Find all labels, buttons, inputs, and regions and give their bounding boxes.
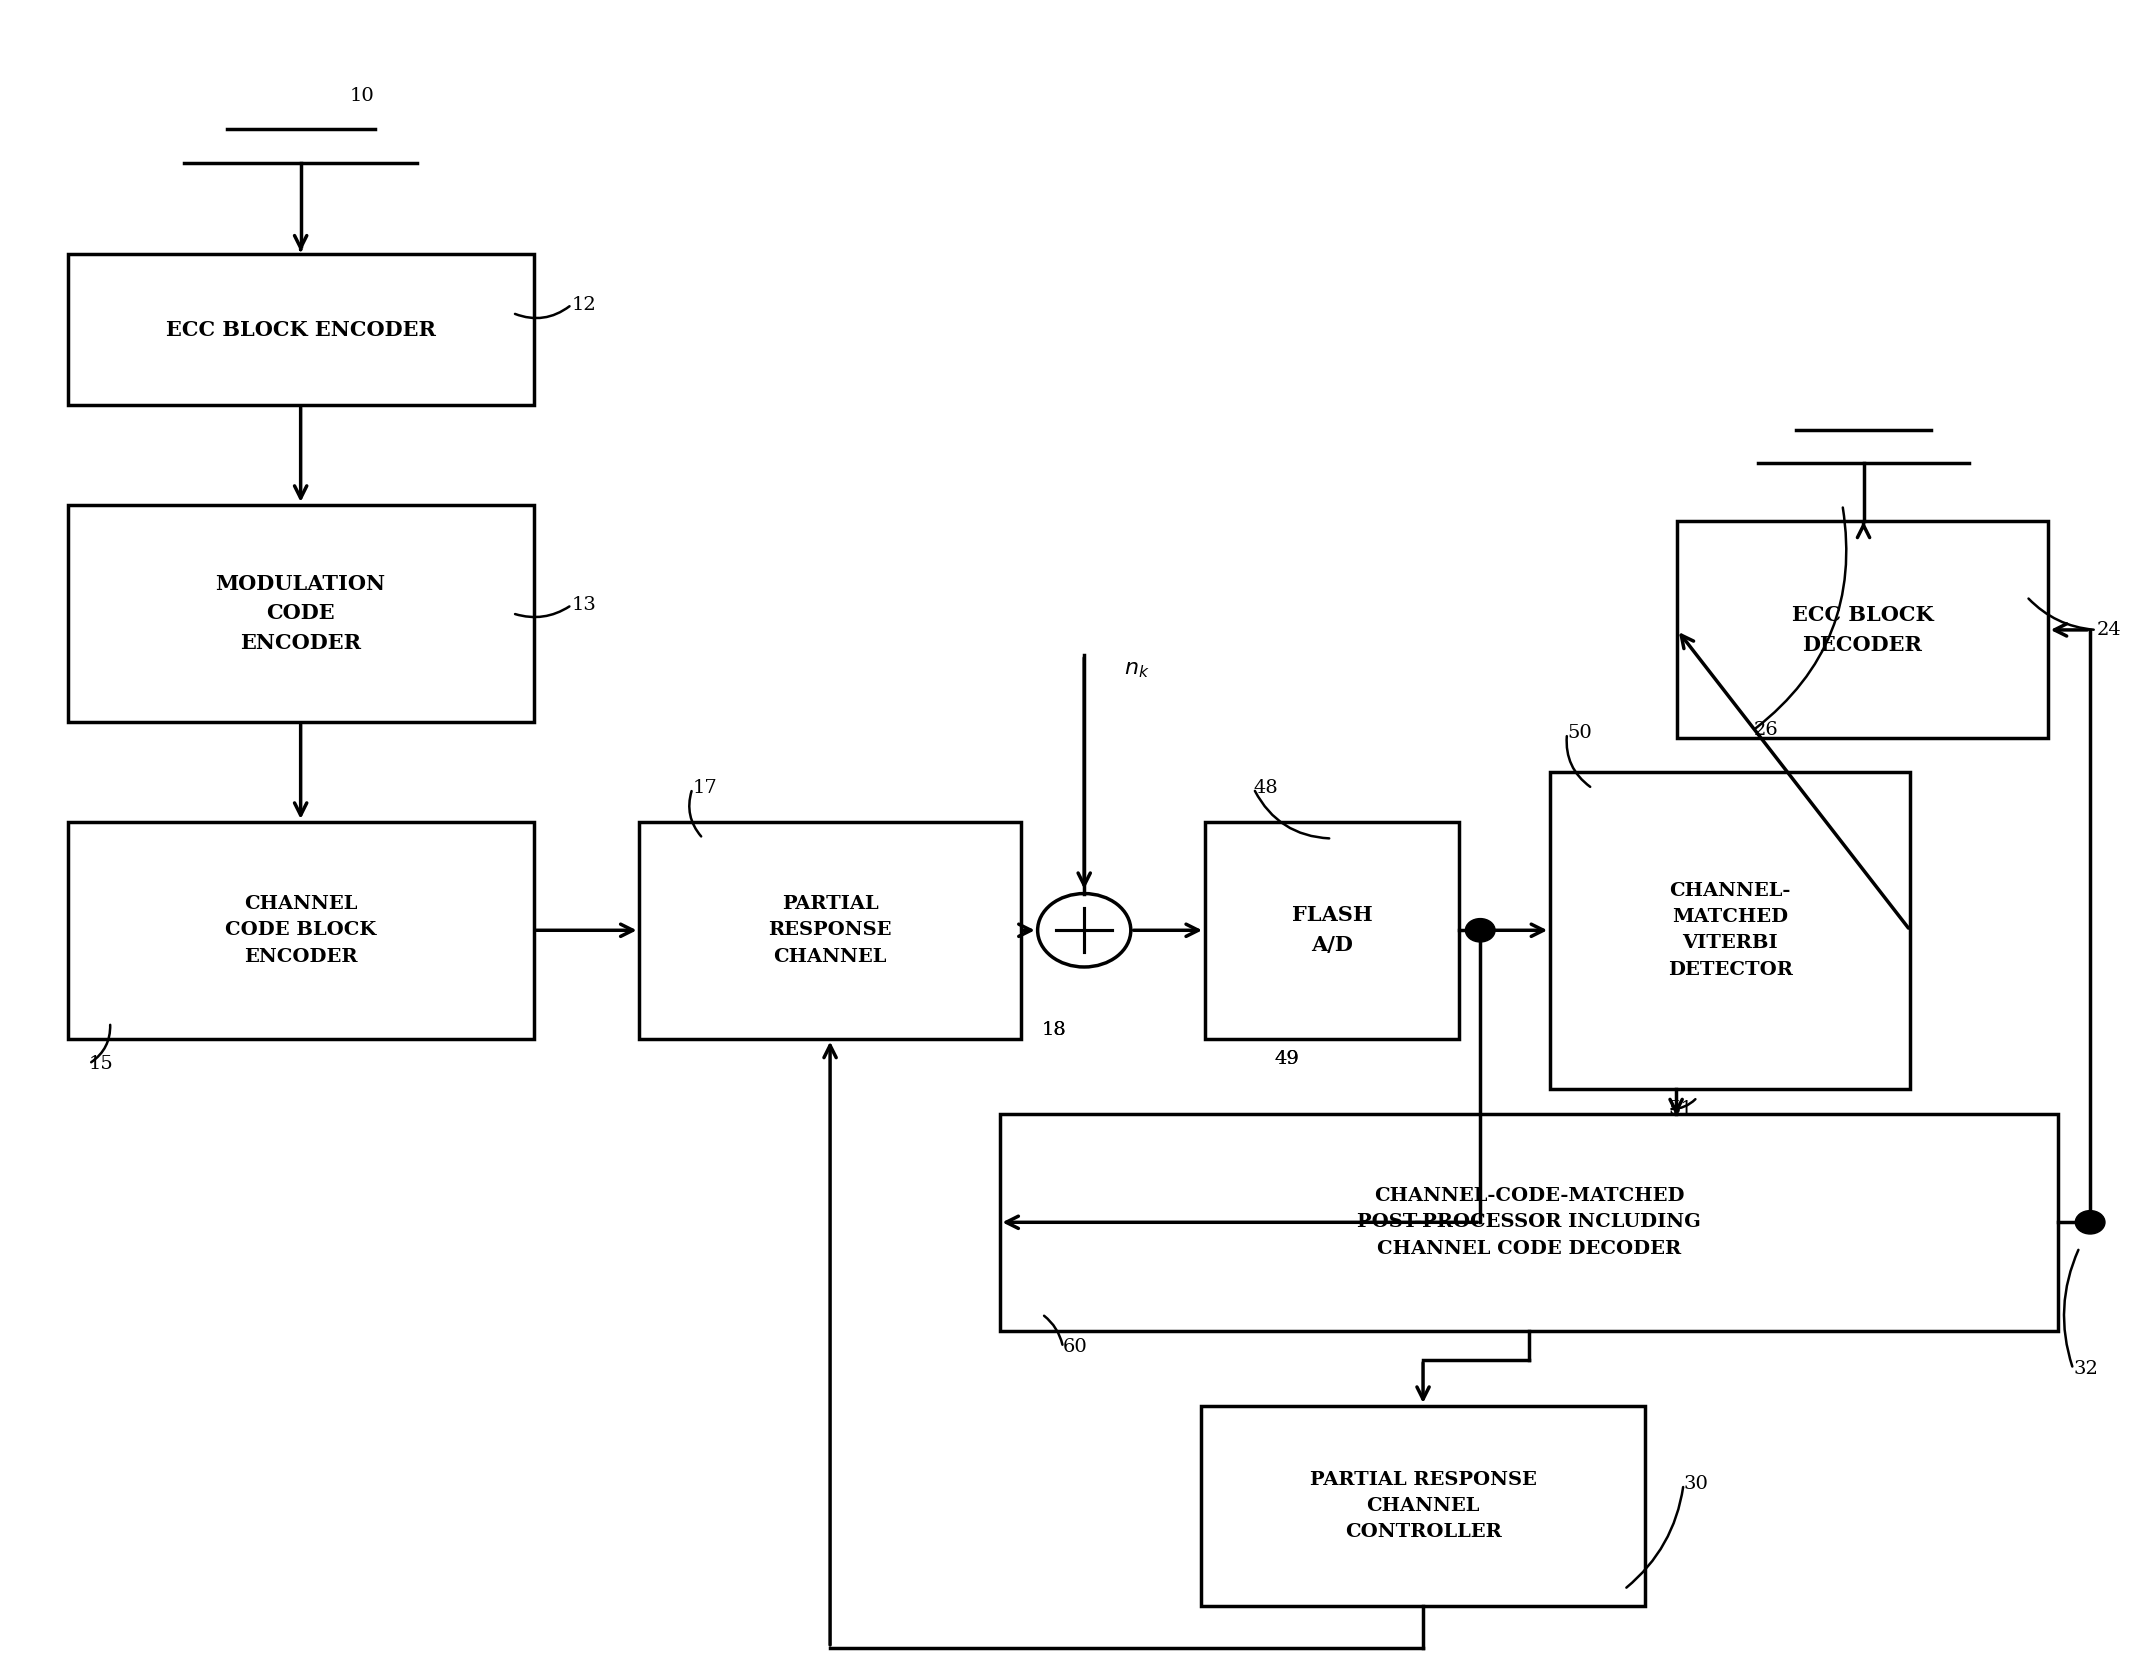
- Text: 49: 49: [1274, 1050, 1300, 1068]
- Text: CHANNEL-
MATCHED
VITERBI
DETECTOR: CHANNEL- MATCHED VITERBI DETECTOR: [1669, 882, 1792, 979]
- Text: FLASH
A/D: FLASH A/D: [1291, 906, 1372, 956]
- FancyBboxPatch shape: [68, 255, 533, 404]
- Circle shape: [1466, 919, 1496, 942]
- Text: 24: 24: [2097, 620, 2120, 639]
- Text: $n_k$: $n_k$: [1125, 657, 1151, 679]
- Text: 51: 51: [1669, 1100, 1694, 1119]
- Text: 18: 18: [1042, 1021, 1068, 1040]
- Text: 10: 10: [349, 87, 375, 106]
- Text: ECC BLOCK ENCODER: ECC BLOCK ENCODER: [166, 320, 435, 339]
- FancyBboxPatch shape: [1549, 771, 1909, 1088]
- Text: 18: 18: [1042, 1021, 1068, 1040]
- FancyBboxPatch shape: [68, 822, 533, 1038]
- Text: 12: 12: [571, 295, 597, 314]
- Text: 50: 50: [1566, 724, 1592, 743]
- Text: ECC BLOCK
DECODER: ECC BLOCK DECODER: [1792, 605, 1933, 654]
- FancyBboxPatch shape: [1204, 822, 1460, 1038]
- Text: 32: 32: [2073, 1360, 2099, 1378]
- Text: MODULATION
CODE
ENCODER: MODULATION CODE ENCODER: [215, 574, 386, 652]
- Text: 48: 48: [1253, 780, 1279, 798]
- Circle shape: [1038, 894, 1132, 968]
- Text: 26: 26: [1754, 721, 1777, 740]
- FancyBboxPatch shape: [1677, 522, 2048, 738]
- Text: 13: 13: [571, 595, 597, 614]
- Text: 49: 49: [1274, 1050, 1300, 1068]
- Circle shape: [2076, 1211, 2105, 1234]
- Text: 60: 60: [1063, 1338, 1087, 1357]
- Text: CHANNEL-CODE-MATCHED
POST-PROCESSOR INCLUDING
CHANNEL CODE DECODER: CHANNEL-CODE-MATCHED POST-PROCESSOR INCL…: [1357, 1187, 1701, 1258]
- FancyBboxPatch shape: [1200, 1405, 1645, 1607]
- FancyBboxPatch shape: [68, 505, 533, 721]
- Text: 30: 30: [1683, 1476, 1709, 1493]
- Text: PARTIAL
RESPONSE
CHANNEL: PARTIAL RESPONSE CHANNEL: [769, 896, 893, 966]
- Text: PARTIAL RESPONSE
CHANNEL
CONTROLLER: PARTIAL RESPONSE CHANNEL CONTROLLER: [1311, 1471, 1536, 1541]
- FancyBboxPatch shape: [639, 822, 1021, 1038]
- FancyBboxPatch shape: [999, 1114, 2059, 1332]
- Text: 15: 15: [90, 1055, 113, 1073]
- Text: CHANNEL
CODE BLOCK
ENCODER: CHANNEL CODE BLOCK ENCODER: [226, 896, 377, 966]
- Text: 17: 17: [693, 780, 718, 798]
